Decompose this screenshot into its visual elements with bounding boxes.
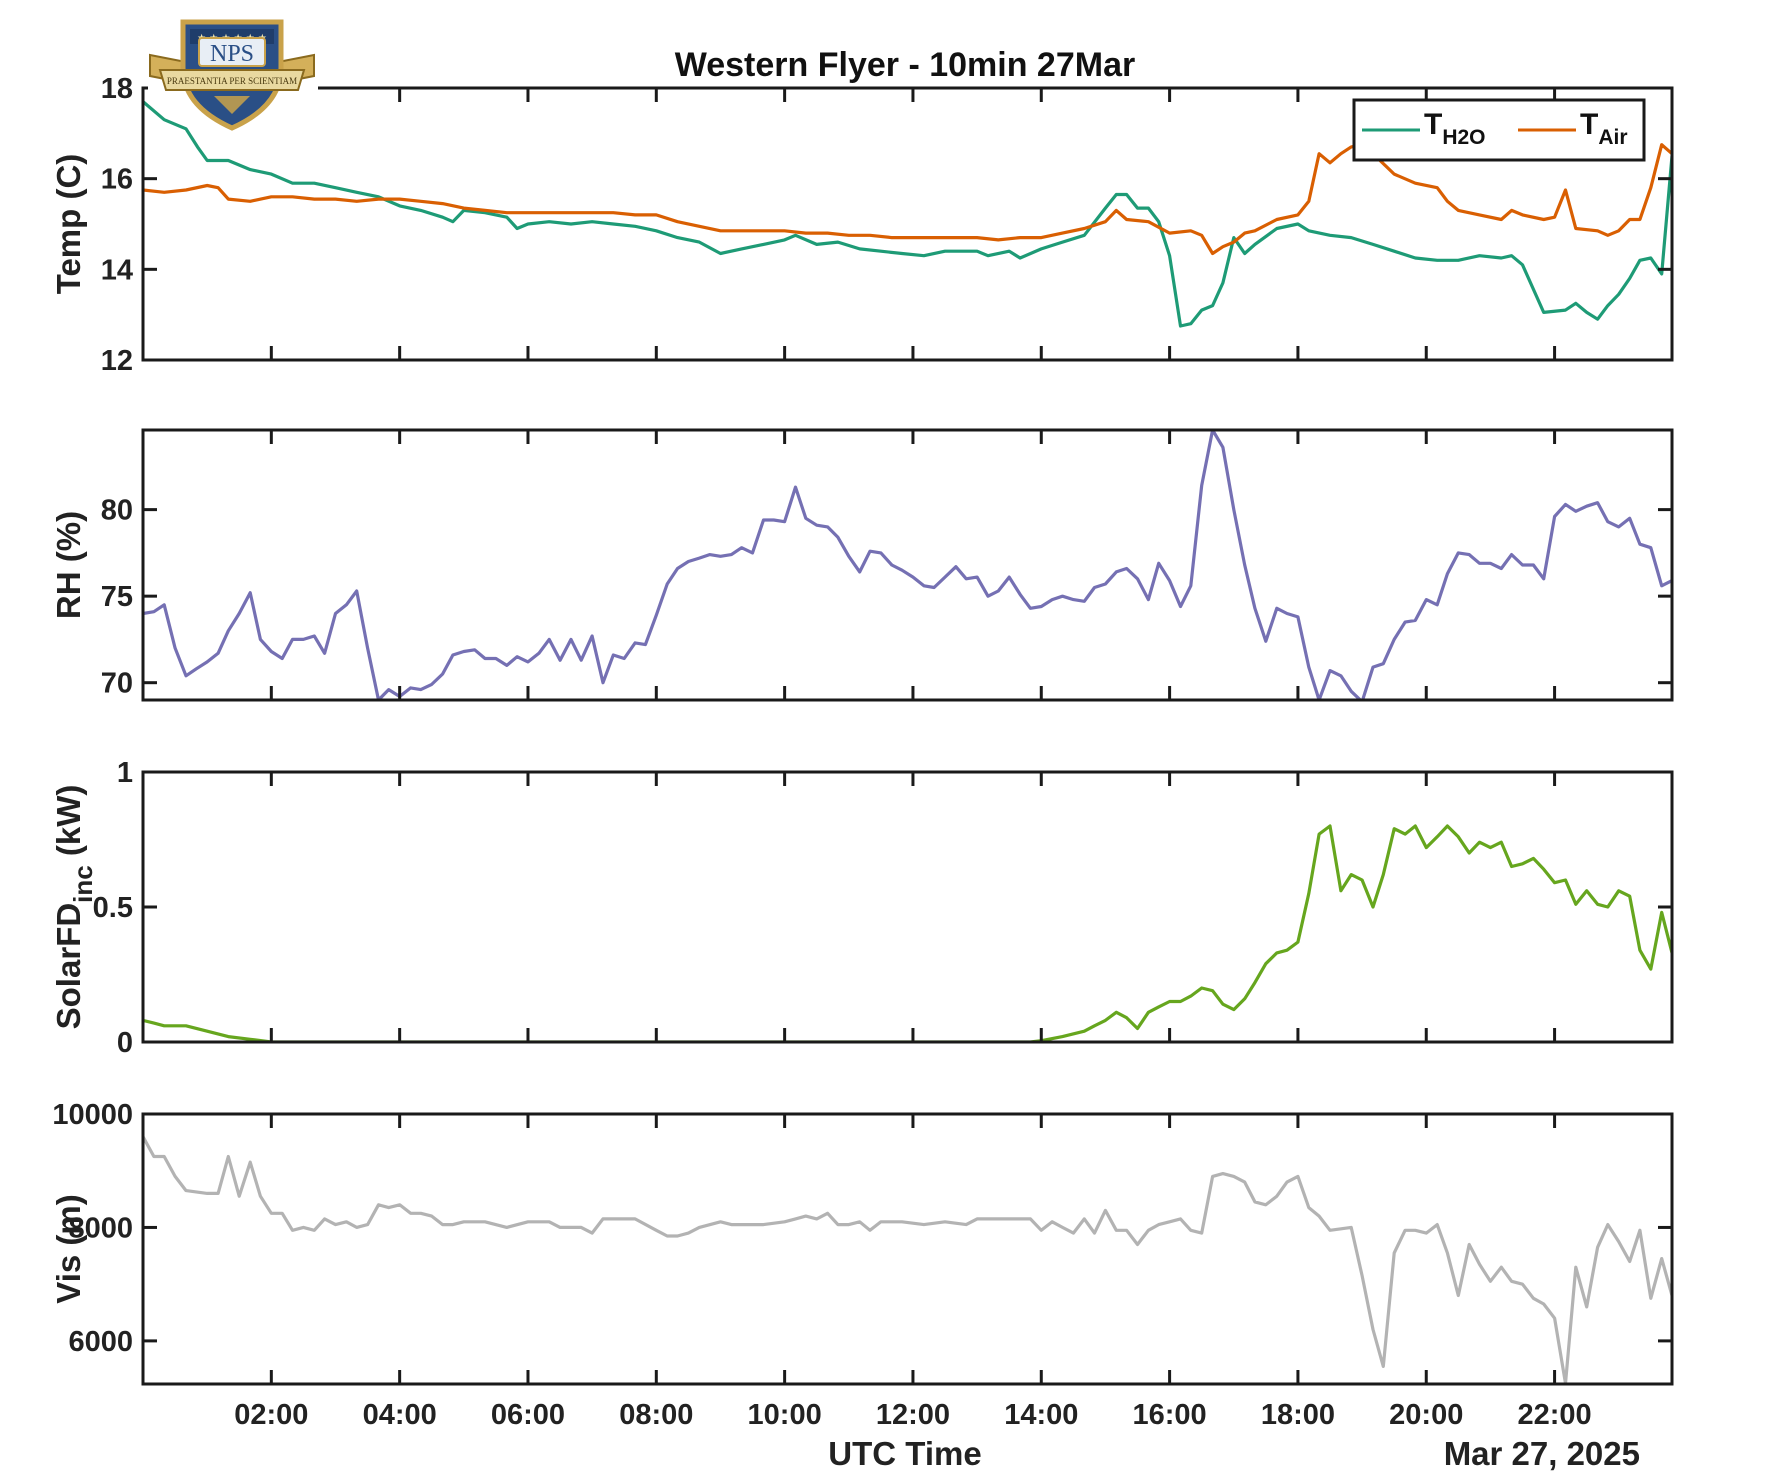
logo-motto: PRAESTANTIA PER SCIENTIAM xyxy=(167,76,297,86)
y-tick-label: 6000 xyxy=(68,1326,133,1358)
axes-box-vis xyxy=(141,1112,1674,1386)
chart-title: Western Flyer - 10min 27Mar xyxy=(675,46,1135,84)
legend: TH2O TAir xyxy=(1352,98,1646,162)
y-tick-label: 12 xyxy=(101,345,133,377)
series-line-solar-0 xyxy=(143,824,1672,1042)
x-tick-label: 18:00 xyxy=(1261,1399,1335,1431)
x-tick-label: 10:00 xyxy=(748,1399,822,1431)
logo-ribbon xyxy=(158,69,306,91)
logo-anchor-emblem xyxy=(214,96,250,114)
y-tick-label: 0 xyxy=(117,1027,133,1059)
legend-entry-h2o: TH2O xyxy=(1424,108,1486,149)
panels: 12 14 16 18 Temp (C) 70 75 80 RH (%) 0 0.5 1 SolarFD… xyxy=(50,73,1674,1431)
y-tick-label: 14 xyxy=(101,254,133,286)
legend-sub-h2o: H2O xyxy=(1442,126,1485,149)
panel-solar: 0 0.5 1 SolarFDinc (kW) xyxy=(50,757,1674,1059)
y-tick-label: 75 xyxy=(101,581,133,613)
logo-nameplate xyxy=(198,37,266,67)
series-line-vis-0 xyxy=(143,1135,1672,1384)
x-axis-label: UTC Time xyxy=(828,1435,981,1472)
y-tick-label: 70 xyxy=(101,668,133,700)
y-axis-label-vis: Vis (m) xyxy=(50,1194,87,1303)
y-tick-label: 0.5 xyxy=(93,892,133,924)
y-tick-label: 80 xyxy=(101,495,133,527)
date-label: Mar 27, 2025 xyxy=(1444,1435,1640,1472)
logo-text: NPS xyxy=(210,41,254,67)
y-axis-label-temp: Temp (C) xyxy=(50,154,87,295)
legend-label-h2o: T xyxy=(1424,108,1442,141)
panel-rh: 70 75 80 RH (%) xyxy=(50,428,1674,702)
axes-box-rh xyxy=(141,428,1674,702)
x-tick-label: 22:00 xyxy=(1517,1399,1591,1431)
x-tick-label: 06:00 xyxy=(491,1399,565,1431)
y-tick-label: 18 xyxy=(101,73,133,105)
legend-label-air: T xyxy=(1580,108,1598,141)
panel-temp: 12 14 16 18 Temp (C) xyxy=(50,73,1674,377)
series-line-rh-0 xyxy=(143,430,1672,700)
x-tick-label: 16:00 xyxy=(1133,1399,1207,1431)
panel-vis: 02:00 04:00 06:00 08:00 10:00 12:00 14:00 16:00… xyxy=(50,1099,1674,1431)
x-tick-label: 08:00 xyxy=(619,1399,693,1431)
x-tick-label: 04:00 xyxy=(363,1399,437,1431)
y-axis-label-solar: SolarFDinc (kW) xyxy=(50,785,98,1030)
x-tick-label: 20:00 xyxy=(1389,1399,1463,1431)
y-tick-label: 16 xyxy=(101,164,133,196)
y-tick-label: 10000 xyxy=(52,1099,133,1131)
x-tick-label: 02:00 xyxy=(234,1399,308,1431)
legend-entry-air: TAir xyxy=(1580,108,1628,149)
axes-box-temp xyxy=(141,86,1674,362)
nps-logo: ★ ★ ★ ★ ★ ★ NPS PRAESTANTIA PER SCIENTIA… xyxy=(148,19,318,131)
y-axis-label-rh: RH (%) xyxy=(50,511,87,619)
y-tick-label: 8000 xyxy=(68,1212,133,1244)
series-line-temp-1 xyxy=(143,143,1672,256)
x-tick-label: 12:00 xyxy=(876,1399,950,1431)
series-line-temp-0 xyxy=(143,100,1672,328)
legend-sub-air: Air xyxy=(1598,126,1627,149)
y-tick-label: 1 xyxy=(117,757,133,789)
x-tick-label: 14:00 xyxy=(1004,1399,1078,1431)
